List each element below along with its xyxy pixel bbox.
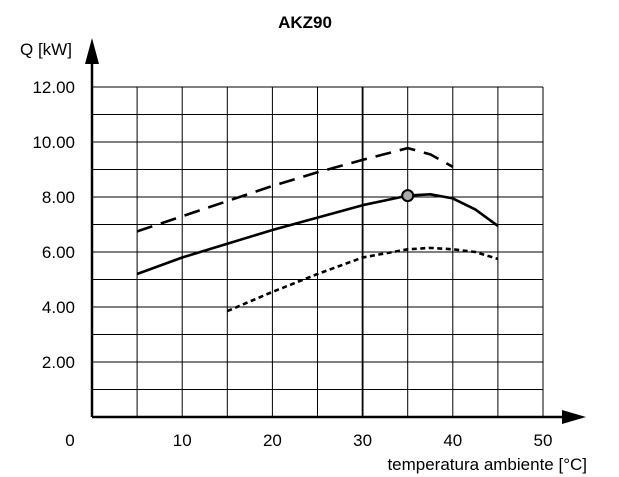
marker-point	[401, 189, 415, 203]
y-tick-label: 10.00	[32, 133, 75, 152]
x-tick-label: 50	[534, 431, 553, 450]
x-tick-label: 40	[443, 431, 462, 450]
x-tick-label: 20	[263, 431, 282, 450]
y-tick-label: 4.00	[42, 298, 75, 317]
x-tick-label: 30	[353, 431, 372, 450]
axes	[85, 38, 586, 424]
x-tick-label: 10	[173, 431, 192, 450]
y-tick-label: 8.00	[42, 188, 75, 207]
y-tick-label: 12.00	[32, 78, 75, 97]
y-axis-label: Q [kW]	[20, 40, 72, 59]
tick-labels: 0 10 20 30 40 50 2.00 4.00 6.00 8.00 10.00 12.00	[32, 78, 552, 450]
grid	[92, 86, 544, 417]
series-line-solid	[136, 193, 499, 276]
x-tick-label: 0	[65, 431, 74, 450]
x-axis-label: temperatura ambiente [°C]	[387, 455, 587, 474]
series-lines	[136, 146, 499, 313]
y-axis-arrow	[85, 38, 99, 64]
y-tick-label: 2.00	[42, 353, 75, 372]
series-line-dashed	[136, 146, 454, 233]
x-axis-arrow	[562, 410, 586, 424]
series-line-dotted	[226, 246, 499, 313]
y-tick-label: 6.00	[42, 243, 75, 262]
chart-title: AKZ90	[278, 13, 332, 32]
